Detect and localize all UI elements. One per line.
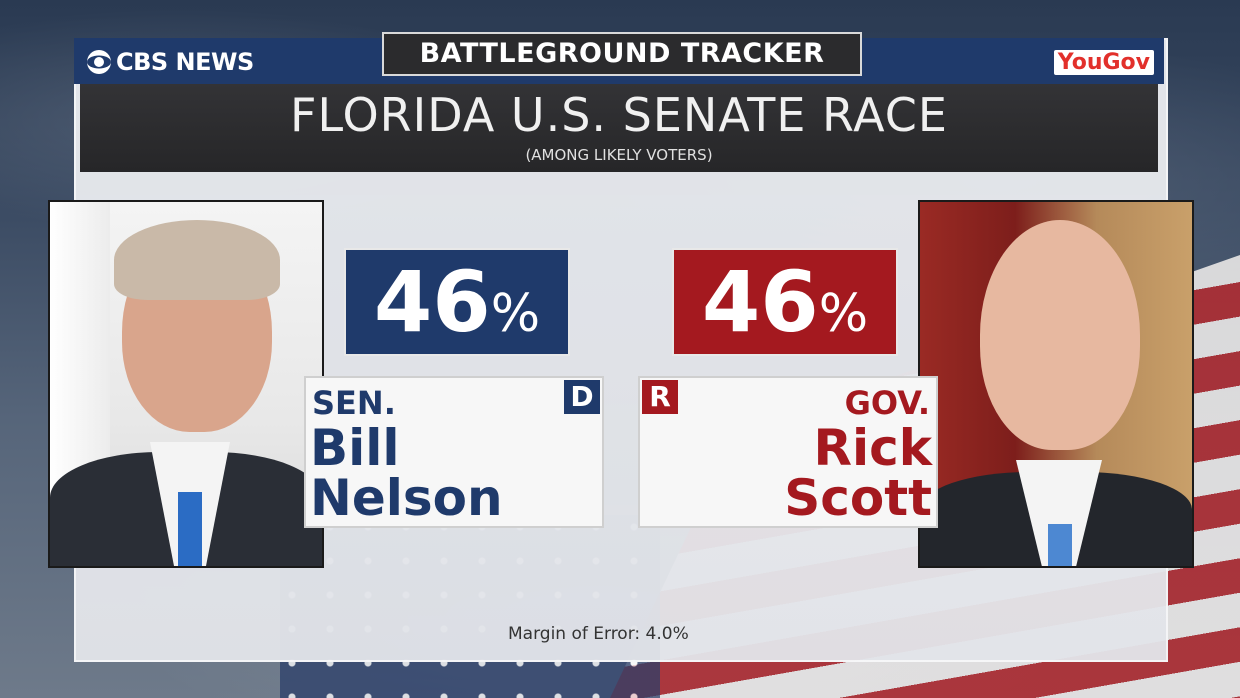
candidate-photo-nelson xyxy=(48,200,324,568)
page-subtitle: (AMONG LIKELY VOTERS) xyxy=(525,146,713,164)
title-bar xyxy=(80,84,1158,172)
nelson-honorific: SEN. xyxy=(312,384,396,422)
nelson-percent-symbol: % xyxy=(490,284,541,344)
scott-last-name: Scott xyxy=(784,469,932,527)
nelson-name-card: D SEN. Bill Nelson xyxy=(304,376,604,528)
cbs-news-logo: CBS NEWS xyxy=(86,48,254,76)
cbs-eye-icon xyxy=(87,50,111,74)
margin-of-error-label: Margin of Error: xyxy=(508,624,641,644)
candidate-photo-scott xyxy=(918,200,1194,568)
scott-percent-symbol: % xyxy=(818,284,869,344)
yougov-logo: YouGov xyxy=(1053,50,1154,75)
scott-honorific: GOV. xyxy=(844,384,930,422)
nelson-percent-box: 46% xyxy=(344,248,570,356)
scott-percent-box: 46% xyxy=(672,248,898,356)
scott-percent: 46 xyxy=(701,253,819,351)
margin-of-error: Margin of Error: 4.0% xyxy=(508,624,689,644)
nelson-first-name: Bill xyxy=(310,419,400,477)
network-logo-text: CBS NEWS xyxy=(116,48,254,76)
nelson-last-name: Nelson xyxy=(310,469,503,527)
democrat-badge: D xyxy=(564,380,600,414)
scott-first-name: Rick xyxy=(813,419,932,477)
nelson-percent: 46 xyxy=(373,253,491,351)
tracker-label: BATTLEGROUND TRACKER xyxy=(382,32,862,76)
margin-of-error-value: 4.0% xyxy=(645,624,689,644)
republican-badge: R xyxy=(642,380,678,414)
page-title: FLORIDA U.S. SENATE RACE xyxy=(290,88,948,142)
scott-name-card: R GOV. Rick Scott xyxy=(638,376,938,528)
